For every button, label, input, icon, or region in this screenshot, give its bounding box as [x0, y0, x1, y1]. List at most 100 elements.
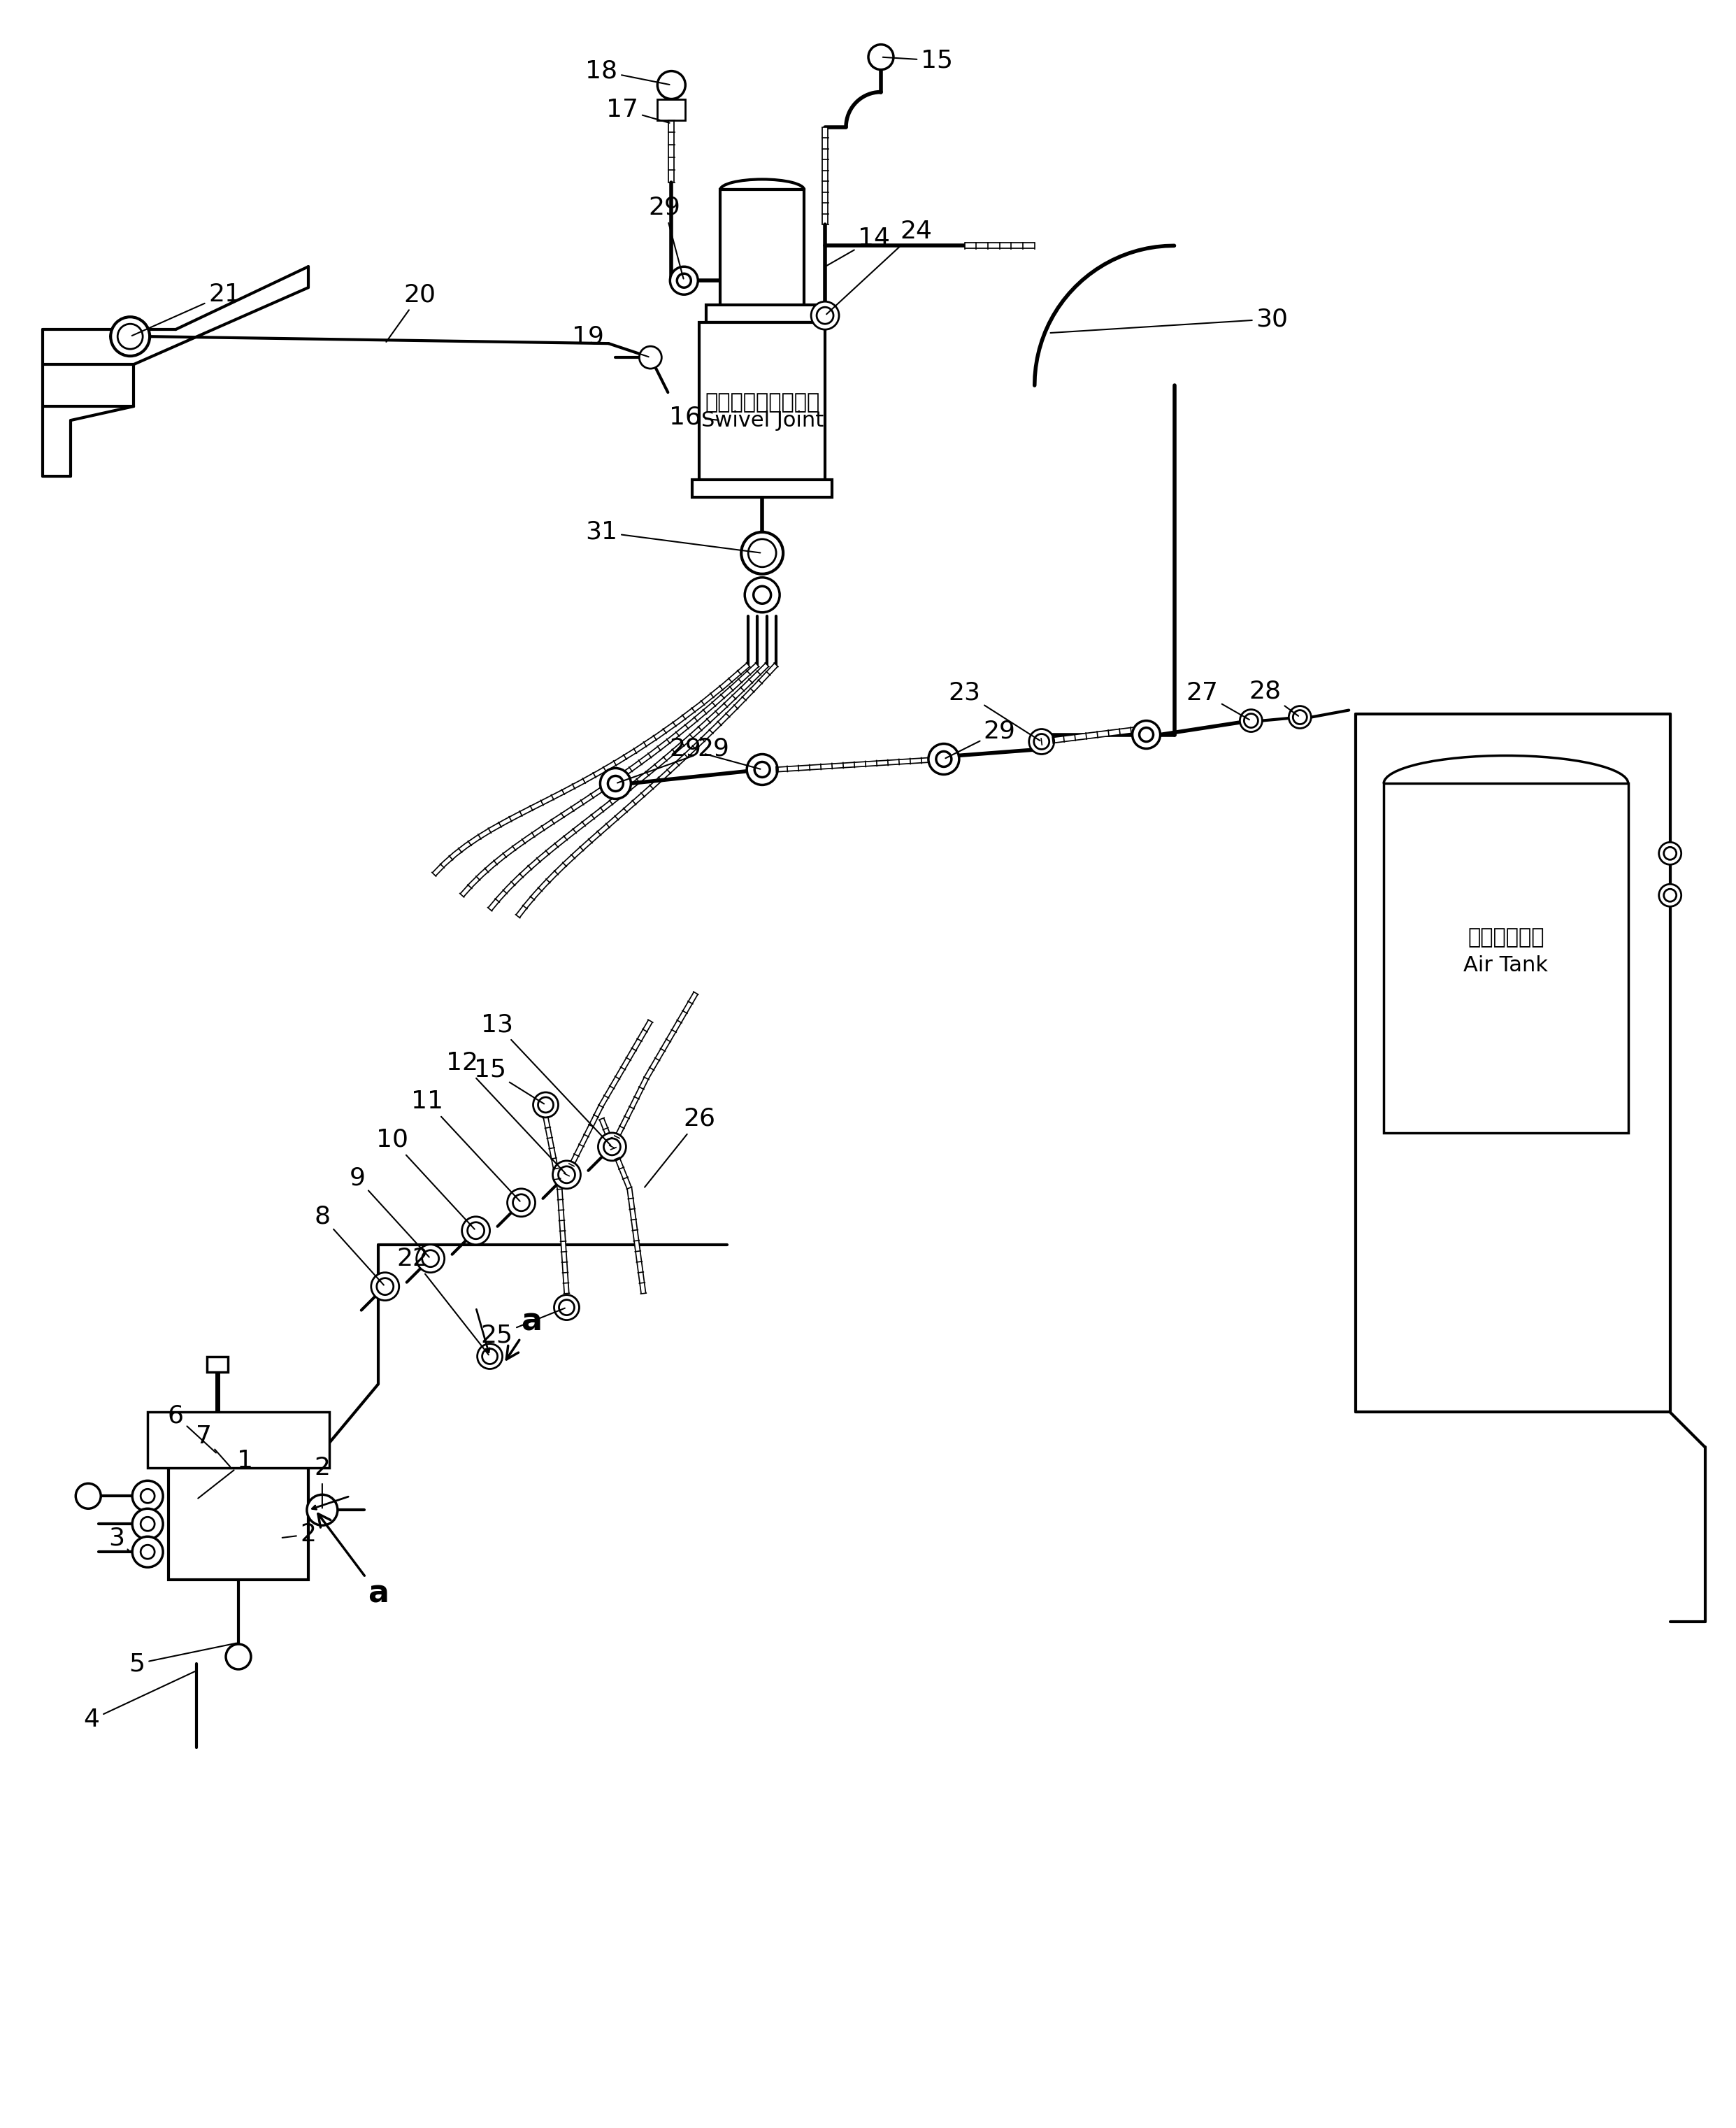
Text: 15: 15	[474, 1058, 543, 1104]
Circle shape	[677, 275, 691, 287]
Circle shape	[462, 1217, 490, 1245]
Circle shape	[477, 1343, 502, 1368]
Circle shape	[111, 317, 149, 355]
Circle shape	[1293, 711, 1307, 724]
Circle shape	[929, 743, 958, 775]
Circle shape	[307, 1494, 337, 1526]
Circle shape	[868, 45, 894, 70]
Circle shape	[538, 1098, 554, 1113]
Bar	[707, 304, 818, 323]
Bar	[658, 100, 686, 119]
Circle shape	[755, 762, 769, 777]
Text: 1: 1	[198, 1449, 253, 1498]
Text: 26: 26	[644, 1107, 715, 1187]
Circle shape	[1288, 706, 1311, 728]
Text: 11: 11	[411, 1090, 521, 1200]
Circle shape	[604, 1138, 620, 1156]
Circle shape	[1029, 730, 1054, 753]
Text: 13: 13	[481, 1013, 611, 1145]
Circle shape	[467, 1221, 484, 1238]
Circle shape	[483, 1349, 498, 1364]
Circle shape	[1240, 709, 1262, 732]
Circle shape	[552, 1160, 580, 1190]
Text: 16: 16	[670, 404, 719, 428]
Circle shape	[372, 1273, 399, 1300]
Text: 19: 19	[571, 326, 649, 358]
Circle shape	[670, 266, 698, 294]
Text: 14: 14	[826, 228, 891, 266]
Text: 31: 31	[585, 519, 760, 553]
Circle shape	[559, 1166, 575, 1183]
Circle shape	[422, 1249, 439, 1266]
Circle shape	[816, 306, 833, 323]
Text: 8: 8	[314, 1204, 384, 1285]
Bar	[207, 1356, 227, 1373]
Text: 29: 29	[648, 196, 684, 279]
Circle shape	[76, 1483, 101, 1509]
Circle shape	[132, 1481, 163, 1511]
Circle shape	[1663, 890, 1677, 902]
Circle shape	[132, 1536, 163, 1568]
Text: 12: 12	[446, 1051, 566, 1173]
Text: スイベルジョイント: スイベルジョイント	[705, 394, 819, 413]
Text: 2: 2	[283, 1522, 316, 1547]
Circle shape	[141, 1490, 155, 1502]
Text: Air Tank: Air Tank	[1463, 955, 1549, 975]
Text: 9: 9	[349, 1166, 429, 1258]
Text: 6: 6	[167, 1404, 215, 1453]
Text: 18: 18	[585, 60, 670, 85]
Text: a: a	[318, 1513, 389, 1609]
Bar	[693, 479, 832, 498]
Circle shape	[1660, 843, 1680, 864]
Circle shape	[639, 347, 661, 368]
Circle shape	[226, 1645, 252, 1668]
Circle shape	[811, 302, 838, 330]
Circle shape	[746, 753, 778, 785]
Circle shape	[533, 1092, 559, 1117]
Text: 25: 25	[481, 1309, 564, 1347]
Text: 29: 29	[618, 736, 729, 783]
Circle shape	[745, 577, 779, 613]
Circle shape	[658, 70, 686, 100]
Bar	[148, 1413, 330, 1468]
Circle shape	[1663, 847, 1677, 860]
Text: 17: 17	[606, 98, 670, 123]
Text: 22: 22	[398, 1247, 488, 1356]
Circle shape	[118, 323, 142, 349]
Circle shape	[507, 1190, 535, 1217]
Circle shape	[936, 751, 951, 766]
Text: 4: 4	[83, 1670, 194, 1732]
Text: 15: 15	[884, 49, 953, 72]
Text: 5: 5	[128, 1643, 236, 1675]
Text: 20: 20	[385, 283, 436, 343]
Circle shape	[1035, 734, 1049, 749]
Circle shape	[141, 1517, 155, 1530]
Circle shape	[559, 1300, 575, 1315]
Text: 30: 30	[1050, 306, 1288, 332]
Text: 24: 24	[826, 219, 932, 315]
Bar	[700, 323, 825, 483]
Circle shape	[512, 1194, 529, 1211]
Circle shape	[741, 532, 783, 575]
Text: 21: 21	[132, 283, 241, 336]
Text: 28: 28	[1248, 679, 1299, 715]
Bar	[1384, 783, 1628, 1132]
Text: Swivel Joint: Swivel Joint	[701, 411, 823, 430]
Circle shape	[554, 1294, 580, 1319]
Circle shape	[1660, 883, 1680, 907]
Bar	[720, 189, 804, 309]
Text: 29: 29	[946, 719, 1016, 758]
Text: 23: 23	[948, 681, 1040, 741]
Bar	[168, 1468, 309, 1579]
Circle shape	[1245, 713, 1259, 728]
Text: 10: 10	[377, 1128, 474, 1230]
Circle shape	[753, 585, 771, 604]
Circle shape	[377, 1279, 394, 1294]
Text: a: a	[507, 1307, 542, 1360]
Circle shape	[601, 768, 630, 798]
Text: 2: 2	[314, 1456, 330, 1509]
Text: 27: 27	[1186, 681, 1250, 719]
Circle shape	[1132, 721, 1160, 749]
Circle shape	[1139, 728, 1153, 743]
Circle shape	[608, 777, 623, 792]
